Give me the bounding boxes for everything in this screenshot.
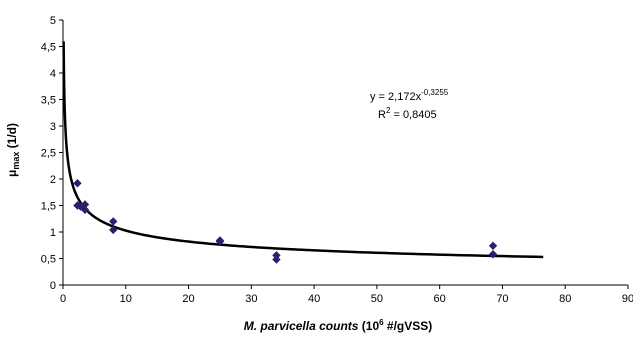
data-point bbox=[80, 200, 90, 209]
data-point bbox=[109, 217, 118, 226]
trendline bbox=[62, 41, 544, 259]
data-point bbox=[272, 251, 281, 260]
x-tick-label: 20 bbox=[182, 293, 194, 305]
data-point bbox=[76, 202, 85, 211]
data-point bbox=[272, 255, 281, 264]
equation-annotation: y = 2,172x-0,3255 bbox=[370, 88, 449, 103]
y-tick-label: 1,5 bbox=[41, 201, 56, 213]
x-axis-title-unit: #/gVSS) bbox=[384, 319, 433, 333]
data-point bbox=[215, 237, 225, 246]
x-axis-title-exponent: 6 bbox=[379, 318, 384, 327]
y-tick-label: 0,5 bbox=[41, 254, 56, 266]
data-point bbox=[488, 241, 498, 250]
x-tick-label: 90 bbox=[622, 293, 633, 305]
equation-exponent: -0,3255 bbox=[421, 88, 449, 97]
x-tick-label: 70 bbox=[496, 293, 508, 305]
data-point bbox=[109, 225, 118, 235]
y-tick-label: 4 bbox=[50, 68, 56, 80]
y-axis-title-subscript: max bbox=[11, 152, 21, 170]
x-tick-label: 0 bbox=[60, 293, 66, 305]
x-tick-label: 60 bbox=[434, 293, 446, 305]
r-squared-value: = 0,8405 bbox=[390, 109, 436, 121]
x-tick-label: 80 bbox=[559, 293, 571, 305]
y-axis-title: μmax (1/d) bbox=[5, 123, 21, 177]
data-point bbox=[80, 205, 90, 214]
y-axis-title-unit: (1/d) bbox=[5, 123, 19, 152]
y-tick-label: 1 bbox=[50, 227, 56, 239]
y-tick-label: 2 bbox=[50, 174, 56, 186]
y-tick-label: 3 bbox=[50, 121, 56, 133]
x-axis-title-italic: M. parvicella counts bbox=[244, 319, 359, 333]
x-axis-title: M. parvicella counts (106 #/gVSS) bbox=[244, 318, 433, 333]
x-tick-label: 10 bbox=[120, 293, 132, 305]
data-points bbox=[73, 179, 498, 264]
x-tick-label: 30 bbox=[245, 293, 257, 305]
data-point bbox=[488, 250, 498, 259]
x-tick-label: 40 bbox=[308, 293, 320, 305]
y-tick-label: 5 bbox=[50, 15, 56, 27]
r-squared-annotation: R2 = 0,8405 bbox=[378, 106, 437, 121]
x-tick-label: 50 bbox=[371, 293, 383, 305]
y-tick-label: 0 bbox=[50, 280, 56, 292]
y-tick-label: 3,5 bbox=[41, 95, 56, 107]
data-point bbox=[73, 179, 82, 188]
tick-layer: 0 10 20 30 40 50 60 70 80 90 0 0,5 1 1,5 2 2,5 3 3,5 4 4,5 5 bbox=[41, 15, 633, 305]
r-squared-exponent: 2 bbox=[386, 106, 391, 115]
y-tick-label: 2,5 bbox=[41, 148, 56, 160]
y-tick-label: 4,5 bbox=[41, 42, 56, 54]
